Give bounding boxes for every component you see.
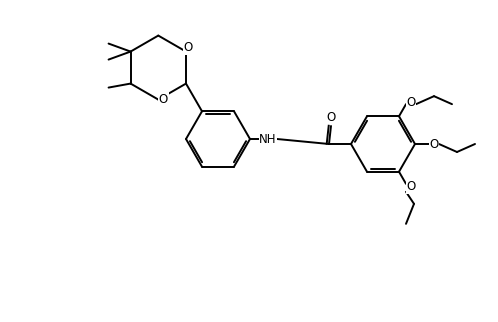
Text: O: O [406,96,416,109]
Text: O: O [159,93,168,106]
Text: O: O [429,137,439,150]
Text: O: O [183,41,193,54]
Text: O: O [326,110,336,124]
Text: O: O [406,180,416,193]
Text: NH: NH [259,132,277,146]
